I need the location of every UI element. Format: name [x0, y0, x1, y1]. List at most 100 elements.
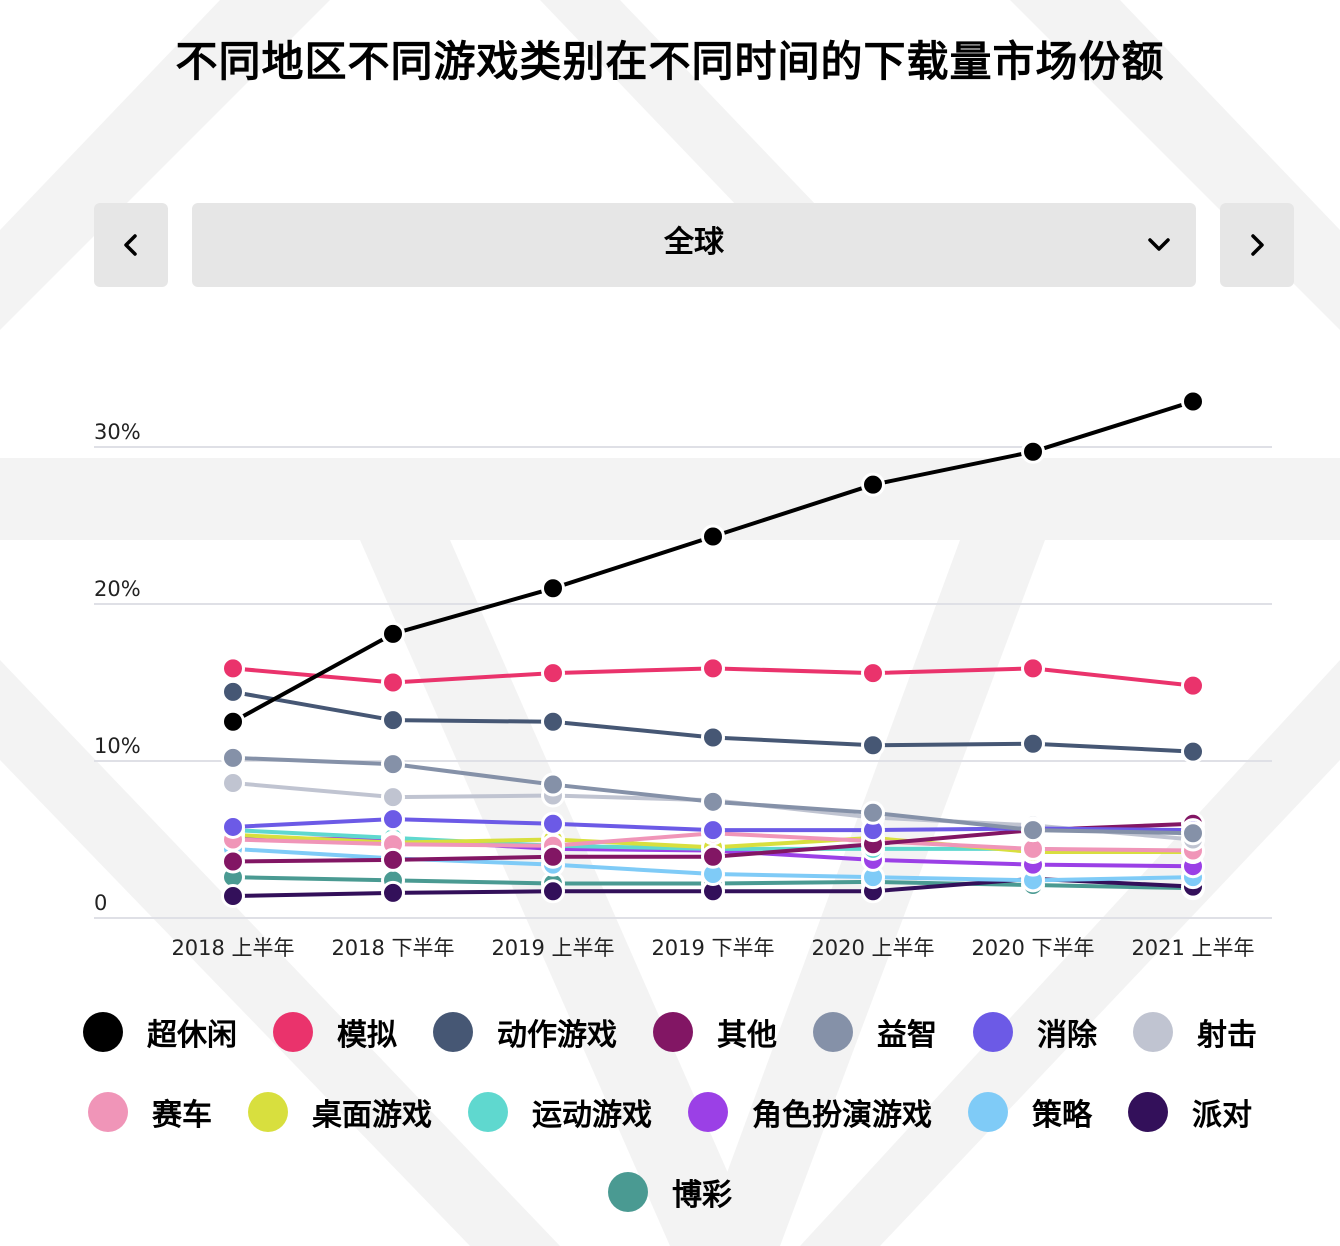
- data-point[interactable]: [701, 725, 725, 750]
- data-point[interactable]: [541, 772, 565, 797]
- x-tick-label: 2018 下半年: [331, 936, 454, 960]
- legend-item[interactable]: 博彩: [608, 1170, 732, 1214]
- next-region-button[interactable]: [1220, 203, 1294, 287]
- data-point[interactable]: [381, 621, 405, 646]
- x-tick-label: 2019 下半年: [651, 936, 774, 960]
- data-point[interactable]: [1181, 739, 1205, 764]
- data-point[interactable]: [381, 807, 405, 832]
- legend-swatch: [88, 1092, 128, 1132]
- legend-item[interactable]: 消除: [973, 1010, 1097, 1054]
- legend-swatch: [273, 1012, 313, 1052]
- chevron-left-icon: [124, 234, 137, 256]
- legend-label: 博彩: [672, 1178, 732, 1213]
- legend-label: 射击: [1197, 1018, 1257, 1053]
- data-point[interactable]: [381, 752, 405, 777]
- data-point[interactable]: [221, 814, 245, 839]
- y-tick-label: 20%: [94, 577, 141, 601]
- data-point[interactable]: [1181, 821, 1205, 846]
- data-point[interactable]: [541, 576, 565, 601]
- data-point[interactable]: [381, 670, 405, 695]
- legend-item[interactable]: 超休闲: [83, 1010, 237, 1054]
- legend-swatch: [608, 1172, 648, 1212]
- data-point[interactable]: [221, 745, 245, 770]
- legend-swatch: [1133, 1012, 1173, 1052]
- legend-label: 策略: [1032, 1098, 1092, 1133]
- legend-item[interactable]: 射击: [1133, 1010, 1257, 1054]
- legend-label: 益智: [877, 1018, 937, 1053]
- legend-label: 桌面游戏: [312, 1098, 432, 1133]
- data-point[interactable]: [221, 656, 245, 681]
- legend-label: 动作游戏: [497, 1018, 617, 1053]
- data-point[interactable]: [1181, 673, 1205, 698]
- legend-item[interactable]: 派对: [1128, 1090, 1252, 1134]
- data-point[interactable]: [221, 884, 245, 909]
- data-point[interactable]: [861, 800, 885, 825]
- region-dropdown[interactable]: 全球: [192, 203, 1196, 287]
- legend-swatch: [1128, 1092, 1168, 1132]
- data-point[interactable]: [1021, 818, 1045, 843]
- data-point[interactable]: [1021, 439, 1045, 464]
- legend-label: 超休闲: [147, 1018, 237, 1053]
- data-point[interactable]: [381, 880, 405, 905]
- legend-item[interactable]: 桌面游戏: [248, 1090, 432, 1134]
- legend-swatch: [468, 1092, 508, 1132]
- line-chart: 0 10% 20% 30% 2018 上半年 2018 下半年 2019 上半年 2019 下…: [94, 389, 1272, 960]
- data-point[interactable]: [221, 849, 245, 874]
- x-tick-label: 2020 上半年: [811, 936, 934, 960]
- legend-swatch: [973, 1012, 1013, 1052]
- data-point[interactable]: [541, 844, 565, 869]
- data-point[interactable]: [1021, 731, 1045, 756]
- chevron-down-icon: [1148, 238, 1170, 251]
- previous-region-button[interactable]: [94, 203, 168, 287]
- chevron-right-icon: [1251, 234, 1264, 256]
- legend-item[interactable]: 策略: [968, 1090, 1092, 1134]
- data-point[interactable]: [1181, 389, 1205, 414]
- legend-item[interactable]: 运动游戏: [468, 1090, 652, 1134]
- x-tick-label: 2019 上半年: [491, 936, 614, 960]
- legend-item[interactable]: 角色扮演游戏: [688, 1090, 932, 1134]
- legend-swatch: [433, 1012, 473, 1052]
- legend-label: 赛车: [152, 1098, 212, 1133]
- data-point[interactable]: [701, 818, 725, 843]
- data-point[interactable]: [1021, 656, 1045, 681]
- data-point[interactable]: [541, 709, 565, 734]
- data-point[interactable]: [221, 770, 245, 795]
- legend-item[interactable]: 赛车: [88, 1090, 212, 1134]
- data-point[interactable]: [861, 733, 885, 758]
- legend-label: 模拟: [337, 1018, 397, 1053]
- data-point[interactable]: [701, 789, 725, 814]
- y-tick-label: 10%: [94, 734, 141, 758]
- data-point[interactable]: [861, 661, 885, 686]
- legend-item[interactable]: 益智: [813, 1010, 937, 1054]
- data-point[interactable]: [861, 472, 885, 497]
- legend-label: 消除: [1037, 1018, 1097, 1053]
- y-tick-label: 30%: [94, 420, 141, 444]
- data-point[interactable]: [221, 679, 245, 704]
- data-point[interactable]: [701, 524, 725, 549]
- data-point[interactable]: [541, 811, 565, 836]
- data-point[interactable]: [701, 656, 725, 681]
- legend-swatch: [248, 1092, 288, 1132]
- legend-label: 派对: [1192, 1098, 1252, 1133]
- data-point[interactable]: [541, 879, 565, 904]
- data-point[interactable]: [381, 708, 405, 733]
- legend-item[interactable]: 其他: [653, 1010, 777, 1054]
- x-tick-label: 2018 上半年: [171, 936, 294, 960]
- y-tick-label: 0: [94, 891, 107, 915]
- chart-title: 不同地区不同游戏类别在不同时间的下载量市场份额: [175, 37, 1165, 86]
- legend-item[interactable]: 模拟: [273, 1010, 397, 1054]
- legend-swatch: [83, 1012, 123, 1052]
- legend-swatch: [688, 1092, 728, 1132]
- data-point[interactable]: [381, 785, 405, 810]
- legend-item[interactable]: 动作游戏: [433, 1010, 617, 1054]
- data-point[interactable]: [701, 844, 725, 869]
- data-point[interactable]: [221, 709, 245, 734]
- legend-swatch: [968, 1092, 1008, 1132]
- legend-label: 其他: [717, 1018, 777, 1053]
- legend-swatch: [653, 1012, 693, 1052]
- legend-swatch: [813, 1012, 853, 1052]
- x-tick-label: 2021 上半年: [1131, 936, 1254, 960]
- data-point[interactable]: [381, 847, 405, 872]
- data-point[interactable]: [541, 661, 565, 686]
- legend-label: 角色扮演游戏: [752, 1098, 932, 1133]
